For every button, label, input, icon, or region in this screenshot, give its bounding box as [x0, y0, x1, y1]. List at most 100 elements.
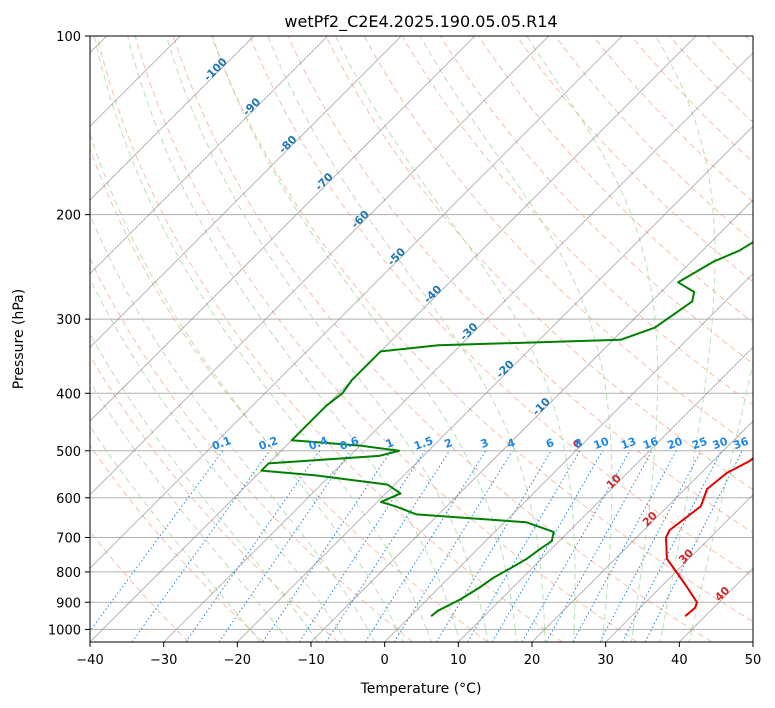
- y-tick-label: 700: [56, 532, 81, 547]
- isotherm-line: [90, 36, 255, 201]
- y-tick-label: 300: [56, 313, 81, 328]
- mixing-ratio-line: [262, 450, 392, 642]
- mixing-ratio-line: [599, 450, 702, 642]
- x-tick-label: −20: [224, 653, 251, 668]
- isotherm-line: [90, 36, 623, 569]
- isotherm-line: [90, 36, 328, 275]
- mixing-ratio-line: [491, 450, 603, 642]
- mixing-ratio-label: 0.4: [307, 434, 330, 453]
- dry-adiabat-line: [90, 257, 414, 642]
- moist-adiabat-line: [514, 629, 517, 642]
- mixing-ratio-label: 2: [443, 436, 455, 451]
- mixing-ratio-label: 6: [544, 436, 556, 451]
- dry-adiabat-line: [630, 36, 753, 163]
- moist-adiabat-line: [659, 629, 663, 642]
- profile-lines: [260, 241, 753, 617]
- mixing-ratio-lines: [90, 450, 743, 642]
- dry-adiabat-line: [134, 36, 638, 642]
- isotherm-line: [458, 346, 753, 642]
- isotherm-label: -80: [276, 133, 299, 156]
- chart-title: wetPf2_C2E4.2025.190.05.05.R14: [284, 12, 557, 32]
- isotherm-line: [163, 52, 753, 642]
- mixing-ratio-label: 16: [641, 435, 660, 453]
- moist-adiabat-line: [691, 360, 753, 630]
- x-tick-label: −10: [297, 653, 324, 668]
- y-tick-label: 600: [56, 492, 81, 507]
- mixing-ratio-label: 25: [690, 435, 709, 452]
- mixing-ratio-line: [644, 450, 743, 642]
- moist-adiabat-line: [396, 629, 404, 642]
- moist-adiabat-line: [90, 332, 310, 630]
- moist-adiabat-line: [211, 36, 516, 630]
- y-tick-label: 400: [56, 387, 81, 402]
- moist-adiabat-line: [279, 629, 290, 642]
- moist-adiabat-line: [426, 629, 432, 642]
- dry-adiabat-line: [554, 36, 753, 243]
- x-tick-label: 40: [671, 653, 688, 668]
- isotherm-line: [90, 36, 476, 422]
- y-tick-label: 500: [56, 445, 81, 460]
- moist-adiabat-line: [455, 629, 461, 642]
- isotherm-label: 30: [676, 546, 696, 566]
- moist-adiabat-line: [90, 278, 339, 630]
- mixing-ratio-label: 10: [592, 435, 611, 453]
- dry-adiabat-line: [478, 36, 753, 324]
- dry-adiabat-line: [172, 36, 712, 642]
- moist-adiabats: [90, 36, 753, 642]
- mixing-ratio-line: [218, 450, 351, 642]
- plot-frame: [89, 35, 754, 643]
- dry-adiabats: [90, 36, 753, 642]
- isotherms: [90, 36, 753, 642]
- isotherm-label: -50: [385, 245, 408, 268]
- mixing-ratio-label: 36: [732, 435, 751, 453]
- moist-adiabat-line: [90, 213, 369, 630]
- dry-adiabat-line: [90, 444, 264, 642]
- dry-adiabat-line: [325, 36, 753, 491]
- x-tick-label: 0: [381, 653, 389, 668]
- mixing-ratio-label: 3: [479, 436, 491, 451]
- mixing-ratio-label: 4: [505, 436, 517, 451]
- mixing-ratio-line: [185, 450, 320, 642]
- isotherm-line: [679, 567, 753, 642]
- mixing-ratio-label: 0.2: [257, 434, 280, 453]
- mixing-ratio-line: [364, 450, 487, 642]
- x-tick-label: −40: [76, 653, 103, 668]
- moist-adiabat-line: [127, 36, 457, 630]
- mixing-ratio-labels: 0.1 0.2 0.4 0.6 1 1.5 2 3 4 6 8 10 13 16 20 25 30 36: [210, 434, 750, 453]
- dry-adiabat-line: [90, 530, 190, 642]
- moist-adiabat-line: [630, 629, 634, 642]
- moist-adiabat-line: [655, 36, 716, 630]
- y-axis-label: Pressure (hPa): [11, 289, 27, 389]
- isotherm-label: -60: [349, 208, 372, 231]
- moist-adiabat-line: [90, 132, 398, 630]
- mixing-ratio-label: 0.6: [338, 434, 361, 453]
- isotherm-label: 40: [712, 584, 732, 604]
- isotherm-label: -40: [421, 282, 444, 305]
- dry-adiabat-line: [516, 36, 753, 283]
- mixing-ratio-line: [298, 450, 426, 642]
- mixing-ratio-line: [572, 450, 677, 642]
- mixing-ratio-label: 1: [384, 436, 396, 451]
- isotherm-line: [90, 36, 697, 642]
- mixing-ratio-label: 1.5: [412, 434, 435, 453]
- mixing-ratio-line: [393, 450, 513, 642]
- mixing-ratio-label: 30: [711, 435, 730, 453]
- x-tick-label: −30: [150, 653, 177, 668]
- mixing-ratio-line: [435, 450, 552, 642]
- mixing-ratio-line: [521, 450, 631, 642]
- dry-adiabat-line: [401, 36, 753, 406]
- moist-adiabat-line: [419, 36, 613, 630]
- mixing-ratio-label: 0.1: [210, 434, 233, 453]
- mixing-ratio-line: [131, 450, 271, 642]
- moist-adiabat-line: [485, 629, 489, 642]
- isotherm-line: [90, 36, 549, 496]
- dewpoint-profile-line: [260, 241, 753, 617]
- plot-area: -100-90-80-70-60-50-40-30-20-10010203040…: [89, 35, 754, 643]
- moist-adiabat-line: [90, 425, 251, 630]
- dry-adiabat-line: [439, 36, 753, 365]
- dry-adiabat-line: [96, 36, 563, 642]
- dry-adiabat-line: [211, 36, 753, 623]
- isotherm-label: -10: [530, 395, 553, 418]
- dry-adiabat-line: [90, 147, 488, 642]
- moist-adiabat-line: [93, 36, 428, 630]
